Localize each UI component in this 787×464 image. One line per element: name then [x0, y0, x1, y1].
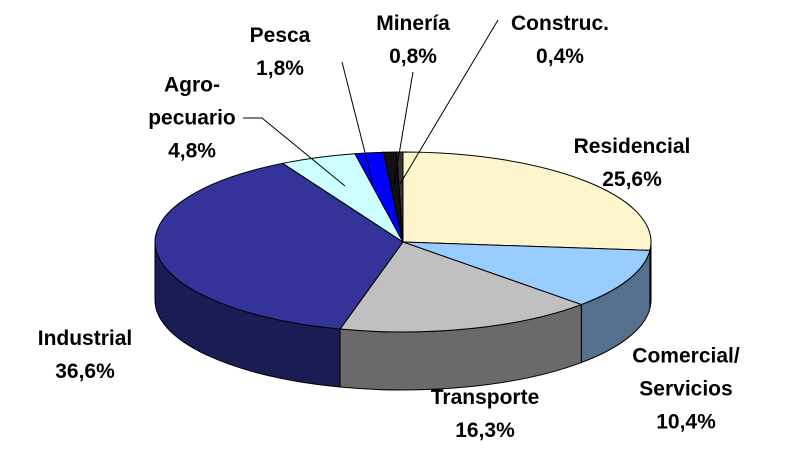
value-label: 1,8% [256, 57, 304, 80]
leader-line [243, 117, 346, 187]
category-label: Construc. [510, 12, 610, 35]
value-label: 0,4% [536, 45, 584, 68]
slice-label: Construc. 0,4% [511, 7, 609, 73]
category-label: Comercial/ Servicios [632, 344, 740, 401]
category-label: Transporte [430, 386, 540, 409]
category-label: Residencial [573, 135, 691, 158]
pie-slice [402, 151, 652, 251]
value-label: 36,6% [55, 360, 115, 383]
leader-line [341, 61, 374, 185]
value-label: 25,6% [602, 168, 662, 191]
slice-label: Comercial/ Servicios 10,4% [632, 340, 739, 439]
pie-slice [402, 241, 651, 306]
slice-label: Agro- pecuario 4,8% [148, 69, 236, 168]
slice-label: Transporte 16,3% [431, 381, 540, 447]
category-label: Pesca [249, 24, 311, 47]
category-label: Minería [376, 12, 450, 35]
slice-label: Residencial 25,6% [574, 130, 691, 196]
slice-label: Pesca 1,8% [250, 19, 311, 85]
value-label: 10,4% [656, 410, 716, 434]
pie-slice [154, 162, 404, 330]
slice-label: Industrial 36,6% [38, 322, 133, 388]
category-label: Industrial [37, 327, 133, 350]
value-label: 16,3% [455, 419, 515, 442]
slice-label: Minería 0,8% [376, 7, 450, 73]
leader-line [399, 19, 499, 185]
pie-slice [339, 241, 583, 333]
value-label: 4,8% [168, 139, 216, 163]
leader-line [393, 71, 414, 185]
category-label: Agro- pecuario [148, 73, 236, 130]
value-label: 0,8% [389, 45, 437, 68]
